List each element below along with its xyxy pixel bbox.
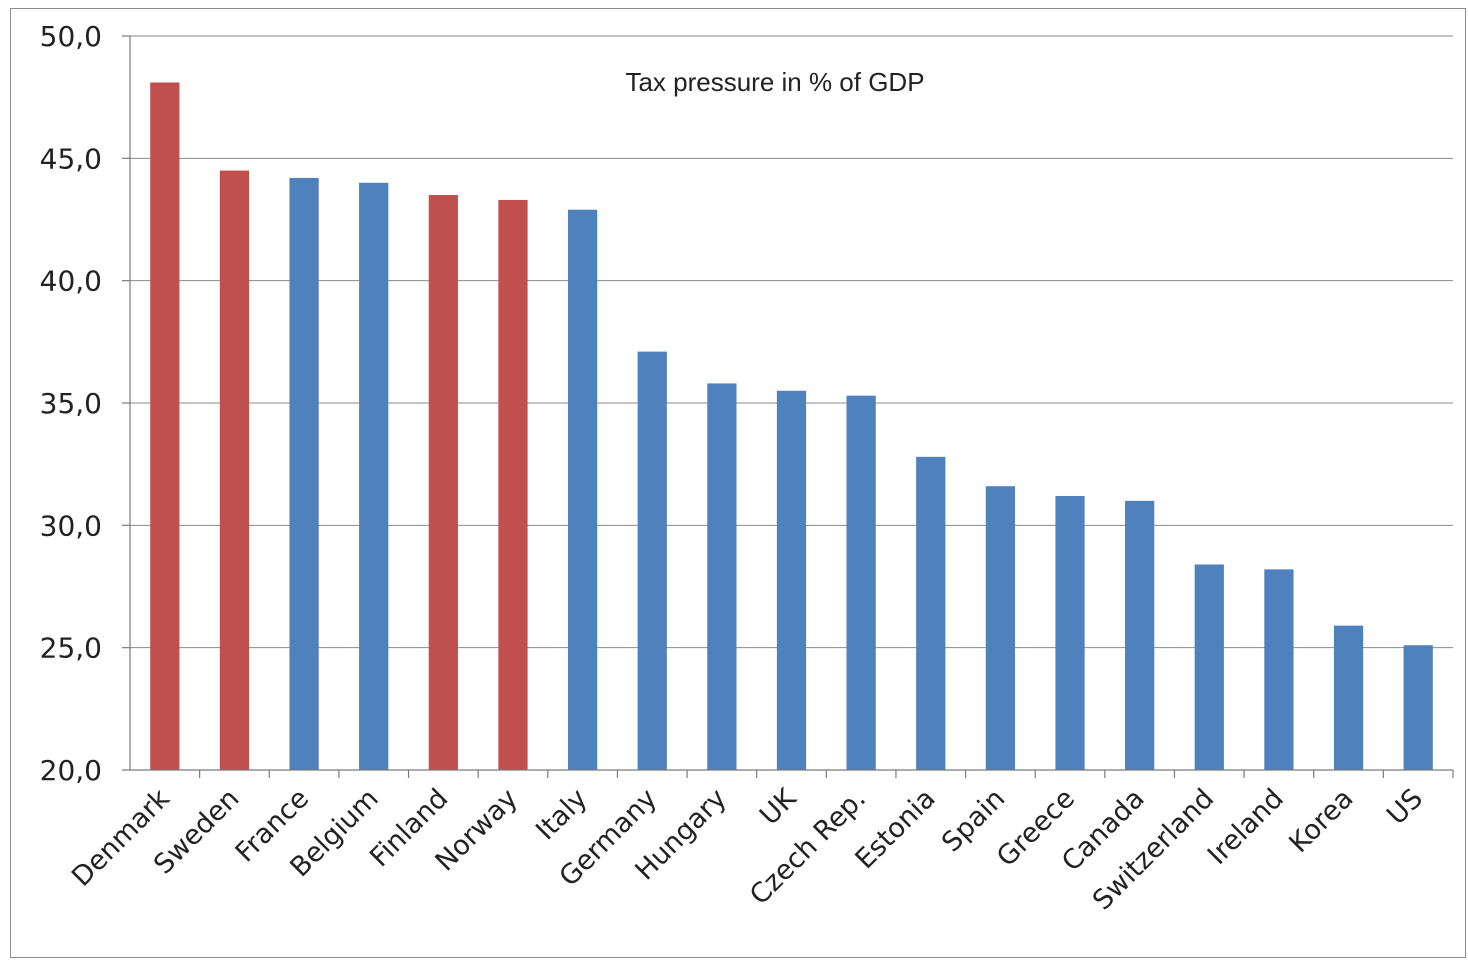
bar-canada	[1125, 500, 1155, 770]
y-tick-labels: 20,0 25,0 30,0 35,0 40,0 45,0 50,0	[40, 20, 102, 787]
x-tick-label: US	[1381, 783, 1429, 831]
bar-switzerland	[1194, 564, 1224, 770]
y-tick-label: 45,0	[40, 142, 102, 175]
chart-title: Tax pressure in % of GDP	[625, 67, 924, 97]
bar-hungary	[707, 383, 737, 770]
y-tick-label: 30,0	[40, 509, 102, 542]
bar-denmark	[150, 82, 180, 770]
bar-norway	[498, 199, 528, 771]
bar-uk	[776, 390, 807, 770]
bar-greece	[1055, 495, 1085, 770]
bar-france	[289, 177, 319, 770]
x-tick-label: Switzerland	[1087, 783, 1220, 916]
y-tick-label: 35,0	[40, 387, 102, 420]
bar-ireland	[1264, 569, 1294, 770]
bar-spain	[985, 486, 1016, 770]
y-tick-label: 50,0	[40, 20, 102, 53]
axes	[122, 35, 1454, 778]
x-tick-label: Denmark	[66, 783, 176, 893]
bars	[150, 82, 1433, 771]
bar-belgium	[359, 182, 389, 771]
y-tick-label: 20,0	[40, 754, 102, 787]
bar-finland	[428, 195, 458, 771]
chart-frame	[10, 8, 1466, 958]
x-tick-label: Ireland	[1202, 783, 1290, 871]
bar-germany	[637, 351, 667, 770]
bar-italy	[567, 209, 598, 771]
bar-korea	[1333, 625, 1364, 770]
y-tick-label: 40,0	[40, 265, 102, 298]
x-tick-label: Korea	[1283, 783, 1359, 859]
bar-czech-rep	[846, 395, 876, 770]
x-tick-label: UK	[754, 782, 803, 831]
x-tick-label: Italy	[530, 783, 593, 846]
y-tick-label: 25,0	[40, 632, 102, 665]
bar-estonia	[916, 456, 946, 770]
bar-us	[1403, 645, 1433, 770]
bar-sweden	[219, 170, 250, 771]
gridlines	[130, 35, 1453, 649]
